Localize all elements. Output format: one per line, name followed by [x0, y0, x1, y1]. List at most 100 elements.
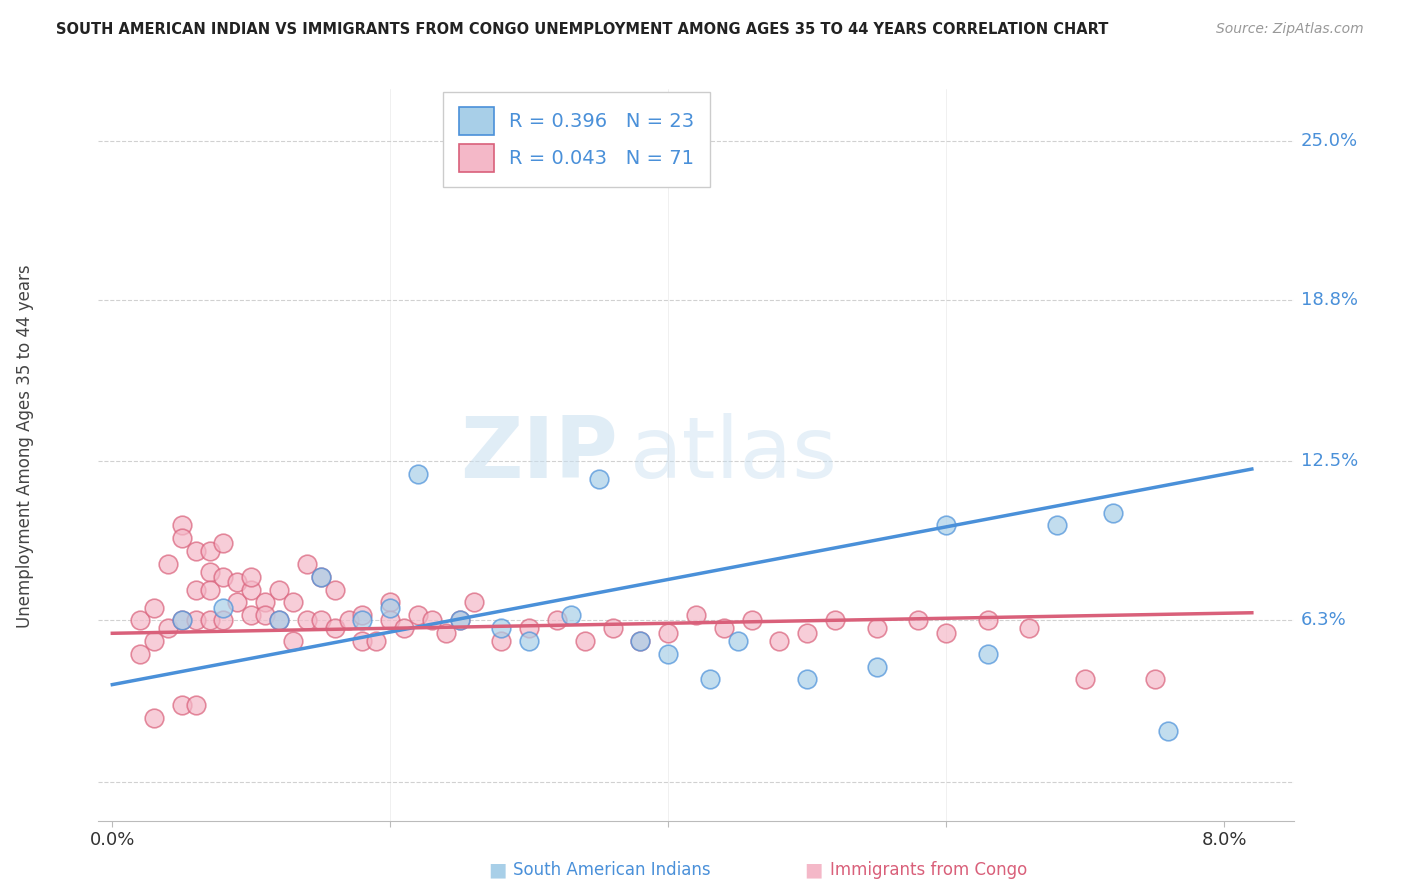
Point — [546, 614, 568, 628]
Text: South American Indians: South American Indians — [513, 861, 711, 879]
Point — [657, 647, 679, 661]
Legend: R = 0.396   N = 23, R = 0.043   N = 71: R = 0.396 N = 23, R = 0.043 N = 71 — [443, 92, 710, 187]
Point — [198, 565, 221, 579]
Text: ■: ■ — [804, 860, 823, 880]
Point — [741, 614, 763, 628]
Point — [1046, 518, 1069, 533]
Point — [449, 614, 471, 628]
Text: ZIP: ZIP — [461, 413, 619, 497]
Point — [491, 634, 513, 648]
Point — [380, 614, 402, 628]
Point — [434, 626, 457, 640]
Point — [574, 634, 596, 648]
Text: 18.8%: 18.8% — [1301, 291, 1358, 309]
Point — [352, 614, 374, 628]
Point — [184, 582, 207, 597]
Point — [212, 536, 235, 550]
Text: 6.3%: 6.3% — [1301, 611, 1347, 630]
Point — [796, 626, 818, 640]
Point — [560, 608, 582, 623]
Point — [657, 626, 679, 640]
Point — [184, 698, 207, 713]
Point — [143, 634, 166, 648]
Point — [406, 608, 429, 623]
Point — [420, 614, 443, 628]
Point — [184, 544, 207, 558]
Point — [1102, 506, 1125, 520]
Point — [170, 698, 193, 713]
Point — [323, 582, 346, 597]
Point — [713, 621, 735, 635]
Point — [170, 518, 193, 533]
Point — [824, 614, 846, 628]
Point — [240, 582, 263, 597]
Point — [309, 570, 332, 584]
Point — [323, 621, 346, 635]
Point — [156, 557, 179, 571]
Point — [337, 614, 360, 628]
Point — [1074, 673, 1097, 687]
Point — [281, 634, 304, 648]
Text: SOUTH AMERICAN INDIAN VS IMMIGRANTS FROM CONGO UNEMPLOYMENT AMONG AGES 35 TO 44 : SOUTH AMERICAN INDIAN VS IMMIGRANTS FROM… — [56, 22, 1108, 37]
Point — [366, 634, 388, 648]
Text: 25.0%: 25.0% — [1301, 131, 1358, 150]
Point — [212, 570, 235, 584]
Point — [184, 614, 207, 628]
Point — [865, 659, 887, 673]
Point — [768, 634, 790, 648]
Text: Immigrants from Congo: Immigrants from Congo — [830, 861, 1026, 879]
Point — [156, 621, 179, 635]
Point — [240, 570, 263, 584]
Point — [170, 614, 193, 628]
Point — [129, 614, 152, 628]
Point — [129, 647, 152, 661]
Point — [628, 634, 651, 648]
Point — [727, 634, 749, 648]
Point — [212, 614, 235, 628]
Point — [935, 518, 957, 533]
Point — [352, 608, 374, 623]
Point — [392, 621, 415, 635]
Point — [1157, 723, 1180, 738]
Point — [491, 621, 513, 635]
Point — [226, 574, 249, 589]
Text: Unemployment Among Ages 35 to 44 years: Unemployment Among Ages 35 to 44 years — [17, 264, 34, 628]
Point — [935, 626, 957, 640]
Point — [143, 600, 166, 615]
Point — [380, 595, 402, 609]
Point — [977, 614, 1000, 628]
Point — [143, 711, 166, 725]
Point — [170, 532, 193, 546]
Point — [588, 472, 610, 486]
Point — [309, 614, 332, 628]
Point — [254, 595, 277, 609]
Point — [685, 608, 707, 623]
Point — [517, 634, 540, 648]
Point — [352, 634, 374, 648]
Point — [309, 570, 332, 584]
Text: atlas: atlas — [630, 413, 838, 497]
Point — [406, 467, 429, 482]
Point — [380, 600, 402, 615]
Point — [212, 600, 235, 615]
Point — [281, 595, 304, 609]
Text: ■: ■ — [488, 860, 506, 880]
Point — [198, 582, 221, 597]
Point — [602, 621, 624, 635]
Point — [1143, 673, 1166, 687]
Point — [267, 614, 290, 628]
Point — [449, 614, 471, 628]
Point — [977, 647, 1000, 661]
Point — [267, 582, 290, 597]
Point — [254, 608, 277, 623]
Point — [198, 544, 221, 558]
Point — [517, 621, 540, 635]
Text: 12.5%: 12.5% — [1301, 452, 1358, 470]
Point — [240, 608, 263, 623]
Point — [170, 614, 193, 628]
Point — [295, 614, 318, 628]
Point — [628, 634, 651, 648]
Point — [226, 595, 249, 609]
Point — [699, 673, 721, 687]
Point — [796, 673, 818, 687]
